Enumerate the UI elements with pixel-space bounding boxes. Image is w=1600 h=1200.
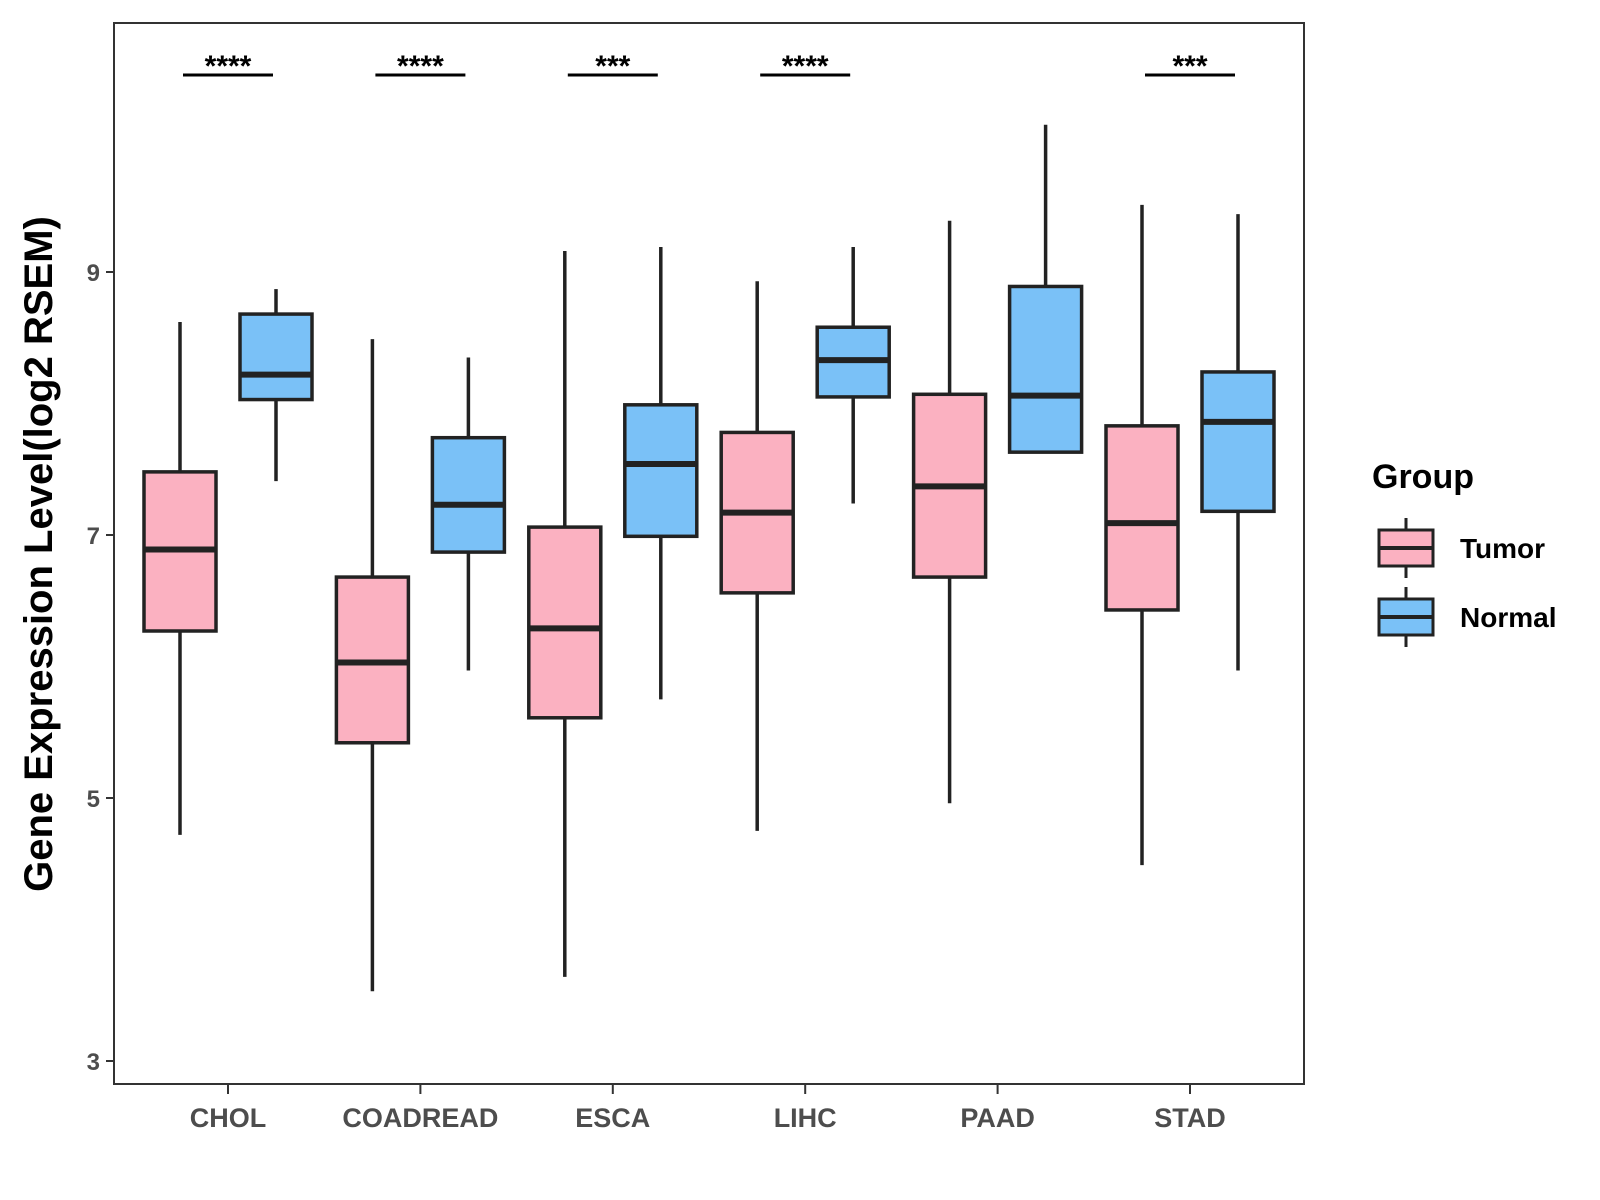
box-normal-esca [623,247,699,700]
legend-entries: Tumor Normal [1377,518,1556,647]
y-axis-ticks: 3 5 7 9 [87,260,114,1076]
significance-annotation: *** [567,50,658,83]
box-iqr [623,403,699,539]
plot-panel-border [113,22,1305,1085]
x-tick-label: STAD [1154,1103,1226,1133]
x-tick-label: ESCA [575,1103,650,1133]
significance-annotation: **** [183,50,273,83]
series-tumor [142,204,1180,992]
significance-label: **** [205,50,252,83]
y-tick-label: 3 [87,1049,100,1076]
significance-annotation: **** [375,50,466,83]
box-iqr [1104,424,1180,612]
box-normal-stad [1200,214,1276,671]
significance-label: **** [782,50,829,83]
box-normal-paad [1007,124,1084,454]
y-axis-title: Gene Expression Level(log2 RSEM) [17,216,61,892]
box-normal-chol [238,289,314,482]
box-iqr [1200,370,1276,514]
legend-title: Group [1372,458,1474,496]
significance-annotation: *** [1145,50,1235,83]
box-normal-coadread [430,357,507,671]
box-tumor-chol [142,321,218,835]
x-axis-ticks: CHOL COADREAD ESCA LIHC PAAD STAD [190,1084,1226,1133]
y-tick-label: 7 [87,523,100,550]
x-tick-label: COADREAD [342,1103,498,1133]
legend-entry-normal: Normal [1377,587,1556,647]
box-tumor-lihc [719,281,795,831]
chart-marks: **** **** *** **** *** [142,50,1276,992]
box-iqr [430,435,507,554]
significance-annotation: **** [760,50,851,83]
box-normal-lihc [815,247,891,504]
box-tumor-stad [1104,204,1180,866]
significance-label: *** [595,50,630,83]
x-tick-label: LIHC [774,1103,837,1133]
box-tumor-paad [911,220,988,804]
y-tick-label: 9 [87,260,100,287]
significance-label: **** [397,50,444,83]
box-iqr [1007,284,1084,454]
box-tumor-coadread [334,339,411,992]
box-iqr [238,312,314,402]
legend-entry-tumor: Tumor [1377,518,1545,578]
box-iqr [527,525,603,720]
box-tumor-esca [527,250,603,977]
legend-label: Normal [1460,602,1556,633]
legend: Group Tumor Normal [1372,458,1556,647]
legend-label: Tumor [1460,533,1545,564]
y-tick-label: 5 [87,786,100,813]
series-normal [238,124,1276,700]
x-tick-label: PAAD [960,1103,1035,1133]
significance-label: *** [1172,50,1207,83]
x-tick-label: CHOL [190,1103,267,1133]
